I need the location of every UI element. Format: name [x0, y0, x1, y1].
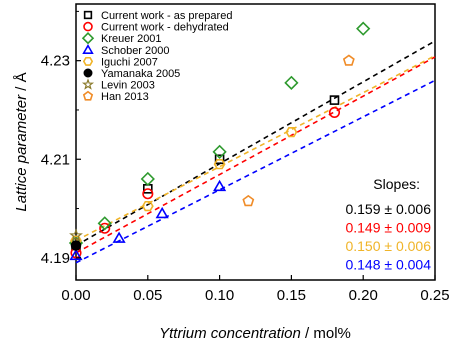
y-tick-label: 4.23 [41, 53, 70, 70]
x-tick-label: 0.00 [61, 287, 90, 304]
data-point-current-work-dehydrated [142, 188, 154, 200]
y-axis-label-main: Lattice parameter [13, 94, 30, 212]
data-point-kreuer-2001 [356, 21, 371, 36]
data-point-kreuer-2001 [97, 216, 112, 231]
legend-marker-current-work-dehydrated [83, 21, 93, 32]
fit-line-1 [75, 40, 436, 247]
y-tick-label: 4.21 [41, 151, 70, 168]
y-tick-label: 4.19 [41, 250, 70, 267]
legend-label-kreuer-2001: Kreuer 2001 [101, 33, 162, 45]
data-point-kreuer-2001 [284, 75, 299, 90]
data-point-current-work-as-prepared [329, 95, 340, 105]
x-tick-label: 0.05 [133, 287, 162, 304]
slope-value-1: 0.159 ± 0.006 [345, 201, 431, 217]
slope-value-4: 0.148 ± 0.004 [345, 257, 431, 273]
x-tick-label: 0.10 [205, 287, 234, 304]
x-tick-label: 0.20 [349, 287, 378, 304]
legend-label-current-work-as-prepared: Current work - as prepared [101, 10, 232, 22]
legend-label-han-2013: Han 2013 [101, 91, 149, 103]
data-point-yamanaka-2005 [70, 240, 82, 251]
legend-label-current-work-dehydrated: Current work - dehydrated [101, 22, 229, 34]
data-point-current-work-dehydrated [328, 106, 341, 118]
legend-marker-levin-2003 [81, 78, 95, 90]
data-point-han-2013 [242, 194, 255, 207]
data-point-iguchi-2007 [285, 127, 298, 138]
y-axis-label: Lattice parameter / Å [13, 72, 30, 211]
data-point-han-2013 [342, 54, 355, 66]
legend-marker-schober-2000 [82, 43, 94, 54]
slopes-title: Slopes: [373, 176, 420, 192]
slope-value-3: 0.150 ± 0.006 [345, 238, 431, 254]
legend-label-levin-2003: Levin 2003 [101, 80, 155, 92]
axis-ticks: 0.00 0.05 0.10 0.15 0.20 0.25 4.19 4.21 4.23 [41, 10, 450, 304]
x-tick-label: 0.15 [277, 287, 306, 304]
legend-label-iguchi-2007: Iguchi 2007 [101, 56, 158, 68]
x-axis-label: Yttrium concentration / mol% [159, 325, 351, 342]
legend-marker-iguchi-2007 [82, 56, 94, 66]
plot-area-frame [75, 3, 436, 281]
x-axis-label-unit: / mol% [301, 325, 351, 342]
fit-line-4 [75, 79, 436, 264]
data-point-iguchi-2007 [213, 159, 226, 170]
legend-marker-kreuer-2001 [81, 32, 95, 45]
x-tick-label: 0.25 [420, 287, 449, 304]
legend-marker-han-2013 [82, 90, 94, 101]
data-point-current-work-as-prepared [214, 154, 225, 165]
slopes-box: Slopes: 0.159 ± 0.006 0.149 ± 0.009 0.150 … [345, 176, 431, 273]
data-point-schober-2000 [112, 231, 126, 243]
fit-line-3 [75, 55, 436, 242]
y-axis-label-unit: / Å [13, 72, 30, 95]
data-point-levin-2003 [69, 228, 83, 242]
legend-label-yamanaka-2005: Yamanaka 2005 [101, 68, 180, 80]
data-point-schober-2000 [213, 179, 227, 192]
data-point-current-work-dehydrated [99, 222, 111, 234]
data-markers [68, 21, 371, 261]
x-axis-label-main: Yttrium concentration [159, 325, 301, 342]
legend-label-schober-2000: Schober 2000 [101, 45, 170, 57]
data-point-kreuer-2001 [212, 144, 227, 159]
data-point-kreuer-2001 [140, 171, 155, 187]
legend-marker-current-work-as-prepared [83, 10, 93, 20]
data-point-schober-2000 [155, 206, 169, 219]
fit-lines [75, 40, 436, 264]
data-point-iguchi-2007 [141, 200, 154, 212]
slope-value-2: 0.149 ± 0.009 [345, 220, 431, 236]
data-point-schober-2000 [69, 248, 83, 261]
legend-marker-yamanaka-2005 [83, 68, 93, 78]
